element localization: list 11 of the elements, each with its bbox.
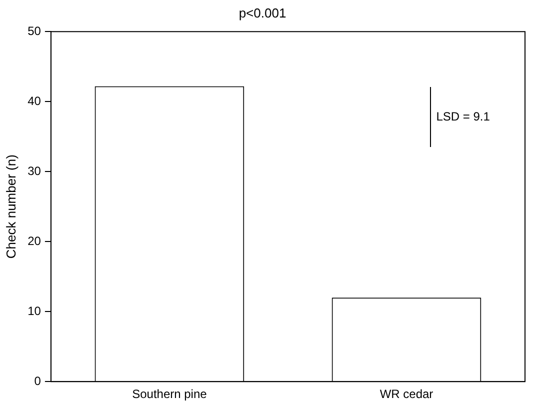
chart-title: p<0.001 [238, 5, 286, 20]
x-tick-label: WR cedar [380, 387, 434, 402]
y-tick-label: 10 [28, 304, 42, 318]
x-tick-label: Southern pine [132, 387, 208, 402]
y-tick-label: 40 [28, 94, 42, 108]
y-tick-label: 20 [28, 234, 42, 248]
y-tick-label: 50 [28, 24, 42, 38]
y-axis-title: Check number (n) [3, 154, 18, 259]
y-tick-label: 30 [28, 164, 42, 178]
y-tick-label: 0 [34, 374, 42, 388]
annotation: LSD = 9.1 [436, 110, 490, 124]
